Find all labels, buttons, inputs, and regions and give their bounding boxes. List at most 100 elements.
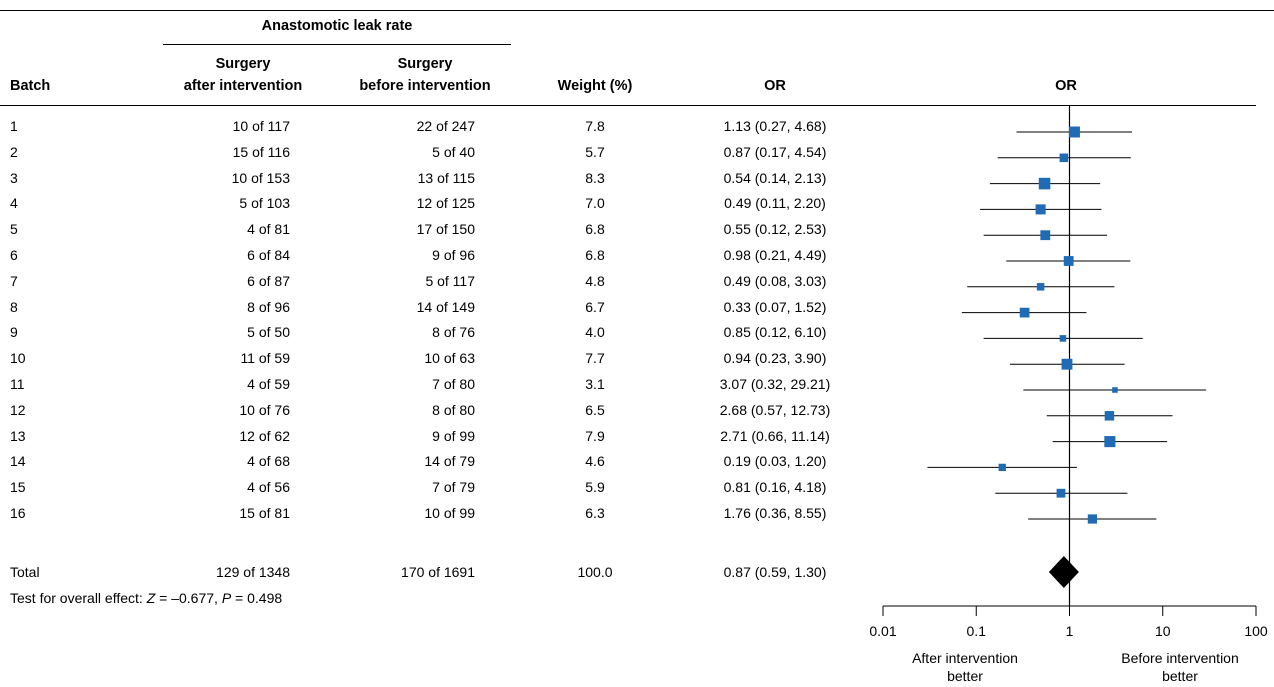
row-before: 14 of 149 — [416, 298, 475, 315]
row-weight: 7.0 — [585, 195, 605, 212]
row-batch: 9 — [10, 324, 18, 341]
total-weight: 100.0 — [577, 564, 613, 580]
before-header-line1: Surgery — [397, 56, 453, 72]
row-weight: 6.8 — [585, 247, 605, 263]
row-weight: 5.7 — [585, 143, 605, 160]
row-batch: 7 — [10, 272, 18, 289]
point-estimate-square — [1068, 126, 1080, 138]
row-batch: 3 — [10, 169, 18, 186]
point-estimate-square — [1087, 514, 1098, 524]
row-before: 9 of 99 — [432, 427, 475, 444]
header-rule — [0, 105, 1256, 106]
row-after: 4 of 56 — [247, 479, 290, 496]
point-estimate-square — [1104, 436, 1116, 448]
point-estimate-square — [1112, 387, 1118, 393]
row-batch: 2 — [10, 143, 18, 160]
row-before: 14 of 79 — [424, 453, 475, 470]
row-batch: 16 — [10, 505, 26, 521]
total-or: 0.87 (0.59, 1.30) — [723, 564, 827, 580]
row-batch: 13 — [10, 427, 26, 444]
row-after: 4 of 81 — [247, 221, 290, 238]
point-estimate-square — [1059, 335, 1067, 342]
row-or: 2.68 (0.57, 12.73) — [719, 401, 831, 418]
row-after: 5 of 50 — [247, 324, 290, 341]
row-batch: 15 — [10, 479, 26, 496]
row-before: 7 of 79 — [432, 479, 475, 496]
point-estimate-square — [1035, 204, 1046, 215]
x-axis-tick-label: 100 — [1244, 623, 1268, 639]
row-before: 5 of 40 — [432, 143, 475, 160]
row-or: 0.85 (0.12, 6.10) — [723, 324, 827, 341]
row-weight: 6.5 — [585, 401, 605, 418]
plot-or-header: OR — [1055, 78, 1077, 94]
row-batch: 5 — [10, 221, 18, 238]
row-before: 5 of 117 — [425, 272, 475, 289]
row-or: 0.98 (0.21, 4.49) — [723, 247, 827, 263]
row-before: 10 of 99 — [424, 505, 475, 521]
top-rule — [0, 10, 1274, 11]
row-before: 8 of 80 — [432, 401, 475, 418]
x-axis-tick-label: 0.1 — [967, 623, 987, 639]
batch-header: Batch — [10, 78, 51, 94]
point-estimate-square — [998, 463, 1006, 472]
row-batch: 10 — [10, 350, 26, 367]
row-after: 5 of 103 — [239, 195, 290, 212]
row-before: 17 of 150 — [416, 221, 475, 238]
row-after: 10 of 76 — [239, 401, 290, 418]
row-weight: 5.9 — [585, 479, 605, 496]
row-or: 1.76 (0.36, 8.55) — [723, 505, 827, 521]
row-weight: 7.9 — [585, 427, 605, 444]
point-estimate-square — [1038, 177, 1051, 190]
row-or: 0.49 (0.11, 2.20) — [724, 195, 826, 212]
weight-header: Weight (%) — [557, 78, 633, 94]
row-after: 4 of 59 — [247, 376, 290, 392]
row-batch: 12 — [10, 401, 26, 418]
row-weight: 4.8 — [585, 272, 605, 289]
row-weight: 6.8 — [585, 221, 605, 238]
x-axis-tick-label: 0.01 — [869, 623, 896, 639]
row-before: 22 of 247 — [416, 118, 475, 134]
row-after: 6 of 84 — [247, 247, 290, 263]
or-header: OR — [764, 78, 786, 94]
row-weight: 6.7 — [585, 298, 605, 315]
point-estimate-square — [1061, 358, 1073, 370]
point-estimate-square — [1063, 256, 1074, 266]
overall-effect-text: Test for overall effect: Z = –0.677, P =… — [10, 590, 282, 606]
row-before: 9 of 96 — [432, 247, 475, 263]
before-better-label-line2: better — [1162, 668, 1198, 684]
row-after: 12 of 62 — [239, 427, 290, 444]
row-after: 10 of 153 — [231, 169, 290, 186]
point-estimate-square — [1059, 153, 1069, 163]
row-before: 13 of 115 — [417, 169, 475, 186]
p-symbol: P — [221, 590, 232, 606]
row-weight: 4.6 — [585, 453, 605, 470]
row-or: 2.71 (0.66, 11.14) — [720, 427, 830, 444]
row-before: 12 of 125 — [416, 195, 475, 212]
row-or: 0.33 (0.07, 1.52) — [723, 298, 827, 315]
row-before: 7 of 80 — [432, 376, 475, 392]
p-value: = 0.498 — [231, 590, 283, 606]
row-weight: 3.1 — [585, 376, 605, 392]
row-batch: 6 — [10, 247, 18, 263]
row-weight: 4.0 — [585, 324, 605, 341]
row-or: 0.54 (0.14, 2.13) — [723, 169, 827, 186]
pooled-diamond — [1048, 556, 1079, 588]
row-or: 0.87 (0.17, 4.54) — [723, 143, 827, 160]
point-estimate-square — [1056, 488, 1066, 498]
x-axis-tick-label: 10 — [1155, 623, 1171, 639]
overall-effect-prefix: Test for overall effect: — [10, 590, 147, 606]
row-before: 8 of 76 — [432, 324, 475, 341]
row-after: 11 of 59 — [240, 350, 290, 367]
before-better-label-line1: Before intervention — [1121, 650, 1239, 666]
row-weight: 6.3 — [585, 505, 605, 521]
before-header-line2: before intervention — [359, 78, 491, 94]
group-rule — [163, 44, 511, 45]
total-before: 170 of 1691 — [401, 564, 475, 580]
point-estimate-square — [1019, 307, 1030, 318]
row-batch: 8 — [10, 298, 18, 315]
row-or: 3.07 (0.32, 29.21) — [719, 376, 831, 392]
x-axis-tick-label: 1 — [1066, 623, 1074, 639]
after-better-label-line2: better — [947, 668, 983, 684]
row-batch: 4 — [10, 195, 18, 212]
